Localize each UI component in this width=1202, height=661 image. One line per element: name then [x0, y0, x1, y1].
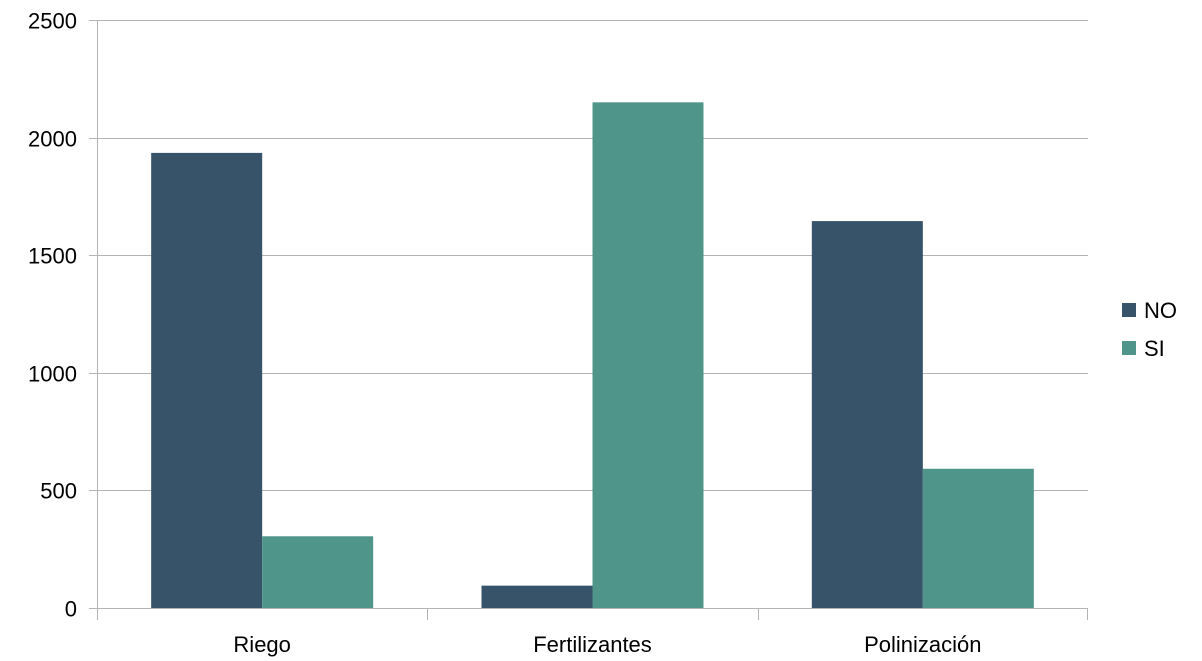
- y-tick-label: 2000: [28, 127, 77, 152]
- x-tick-label: Polinización: [864, 632, 981, 657]
- legend-label: NO: [1144, 298, 1177, 323]
- axes: [89, 20, 1088, 620]
- y-tick-label: 2500: [28, 9, 77, 34]
- legend-swatch-no: [1122, 303, 1136, 317]
- y-tick-label: 1500: [28, 244, 77, 269]
- bar-no-2: [811, 221, 923, 608]
- bars: [151, 102, 1034, 608]
- bar-no-0: [151, 152, 263, 608]
- bar-no-1: [481, 585, 593, 608]
- bar-si-0: [262, 536, 374, 608]
- bar-si-1: [592, 102, 704, 608]
- y-tick-label: 0: [65, 597, 77, 622]
- legend-swatch-si: [1122, 341, 1136, 355]
- y-tick-label: 1000: [28, 362, 77, 387]
- legend-label: SI: [1144, 336, 1165, 361]
- x-tick-labels: Riego Fertilizantes Polinización: [233, 632, 981, 657]
- x-tick-label: Fertilizantes: [533, 632, 652, 657]
- y-tick-labels: 0 500 1000 1500 2000 2500: [28, 9, 77, 622]
- legend: NO SI: [1122, 298, 1177, 361]
- bar-si-2: [922, 468, 1034, 608]
- x-tick-label: Riego: [233, 632, 290, 657]
- y-tick-label: 500: [40, 479, 77, 504]
